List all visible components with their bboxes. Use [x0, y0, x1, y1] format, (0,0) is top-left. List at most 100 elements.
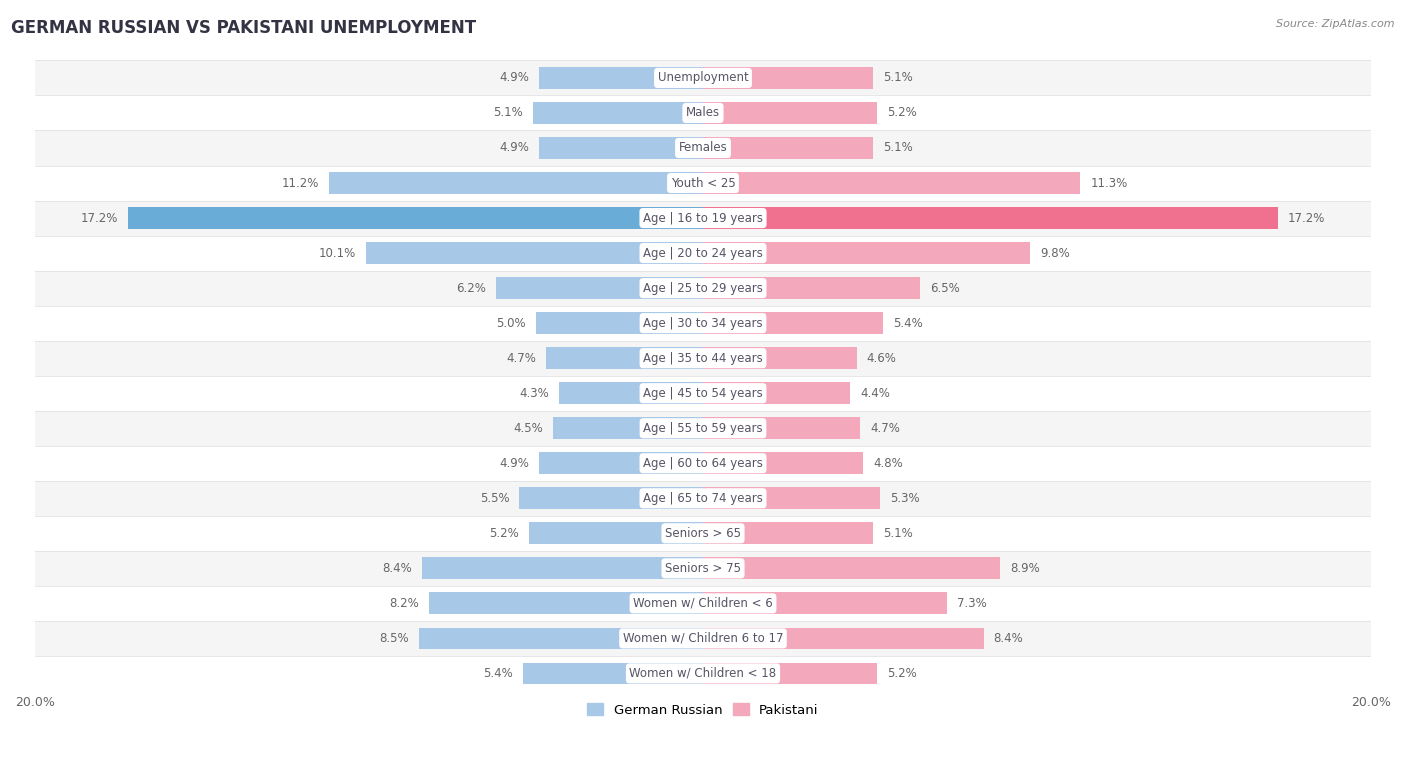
Text: 5.1%: 5.1% [883, 142, 912, 154]
Text: Source: ZipAtlas.com: Source: ZipAtlas.com [1277, 19, 1395, 29]
Text: 4.9%: 4.9% [499, 142, 529, 154]
Text: 8.4%: 8.4% [994, 632, 1024, 645]
Text: 5.1%: 5.1% [883, 71, 912, 85]
Bar [35, 201, 1371, 235]
Text: 4.7%: 4.7% [506, 352, 536, 365]
Text: Age | 65 to 74 years: Age | 65 to 74 years [643, 492, 763, 505]
Bar [703, 67, 873, 89]
Text: 4.9%: 4.9% [499, 456, 529, 470]
Bar [429, 593, 703, 614]
Text: Age | 45 to 54 years: Age | 45 to 54 years [643, 387, 763, 400]
Text: 5.2%: 5.2% [489, 527, 519, 540]
Bar [35, 621, 1371, 656]
Bar [35, 235, 1371, 270]
Text: 9.8%: 9.8% [1040, 247, 1070, 260]
Text: Seniors > 65: Seniors > 65 [665, 527, 741, 540]
Text: Seniors > 75: Seniors > 75 [665, 562, 741, 575]
Bar [128, 207, 703, 229]
Bar [540, 137, 703, 159]
Bar [35, 551, 1371, 586]
Text: Age | 30 to 34 years: Age | 30 to 34 years [643, 316, 763, 329]
Bar [366, 242, 703, 264]
Text: 4.6%: 4.6% [866, 352, 897, 365]
Text: Age | 16 to 19 years: Age | 16 to 19 years [643, 211, 763, 225]
Bar [35, 95, 1371, 130]
Text: 5.4%: 5.4% [482, 667, 513, 680]
Text: 10.1%: 10.1% [318, 247, 356, 260]
Text: 5.4%: 5.4% [893, 316, 924, 329]
Bar [523, 662, 703, 684]
Bar [703, 382, 851, 404]
Bar [329, 172, 703, 194]
Text: Age | 25 to 29 years: Age | 25 to 29 years [643, 282, 763, 294]
Text: Age | 60 to 64 years: Age | 60 to 64 years [643, 456, 763, 470]
Bar [533, 102, 703, 124]
Text: Women w/ Children 6 to 17: Women w/ Children 6 to 17 [623, 632, 783, 645]
Text: 17.2%: 17.2% [82, 211, 118, 225]
Text: 4.9%: 4.9% [499, 71, 529, 85]
Bar [35, 375, 1371, 411]
Bar [35, 130, 1371, 166]
Bar [703, 557, 1000, 579]
Text: 8.5%: 8.5% [380, 632, 409, 645]
Text: 8.4%: 8.4% [382, 562, 412, 575]
Text: 5.1%: 5.1% [494, 107, 523, 120]
Bar [35, 306, 1371, 341]
Text: Males: Males [686, 107, 720, 120]
Bar [35, 411, 1371, 446]
Text: Age | 55 to 59 years: Age | 55 to 59 years [643, 422, 763, 435]
Bar [703, 628, 984, 650]
Bar [703, 488, 880, 509]
Bar [703, 242, 1031, 264]
Text: 8.9%: 8.9% [1011, 562, 1040, 575]
Bar [35, 166, 1371, 201]
Bar [703, 593, 946, 614]
Bar [422, 557, 703, 579]
Bar [703, 347, 856, 369]
Bar [540, 67, 703, 89]
Bar [703, 313, 883, 334]
Bar [703, 522, 873, 544]
Text: Women w/ Children < 6: Women w/ Children < 6 [633, 597, 773, 610]
Bar [35, 656, 1371, 691]
Text: Females: Females [679, 142, 727, 154]
Text: 5.3%: 5.3% [890, 492, 920, 505]
Text: 17.2%: 17.2% [1288, 211, 1324, 225]
Bar [703, 453, 863, 474]
Legend: German Russian, Pakistani: German Russian, Pakistani [582, 698, 824, 722]
Bar [536, 313, 703, 334]
Bar [35, 341, 1371, 375]
Bar [703, 137, 873, 159]
Bar [703, 172, 1080, 194]
Text: 4.5%: 4.5% [513, 422, 543, 435]
Bar [703, 417, 860, 439]
Text: 5.2%: 5.2% [887, 667, 917, 680]
Bar [519, 488, 703, 509]
Bar [703, 102, 877, 124]
Bar [560, 382, 703, 404]
Text: 5.2%: 5.2% [887, 107, 917, 120]
Text: 4.7%: 4.7% [870, 422, 900, 435]
Text: 5.1%: 5.1% [883, 527, 912, 540]
Text: 11.2%: 11.2% [281, 176, 319, 189]
Bar [419, 628, 703, 650]
Bar [35, 61, 1371, 95]
Bar [703, 277, 920, 299]
Bar [35, 270, 1371, 306]
Text: 4.8%: 4.8% [873, 456, 903, 470]
Text: 5.5%: 5.5% [479, 492, 509, 505]
Text: 6.5%: 6.5% [931, 282, 960, 294]
Bar [35, 586, 1371, 621]
Text: 4.4%: 4.4% [860, 387, 890, 400]
Bar [35, 446, 1371, 481]
Text: 8.2%: 8.2% [389, 597, 419, 610]
Bar [540, 453, 703, 474]
Text: Women w/ Children < 18: Women w/ Children < 18 [630, 667, 776, 680]
Text: 6.2%: 6.2% [456, 282, 486, 294]
Bar [529, 522, 703, 544]
Text: Age | 35 to 44 years: Age | 35 to 44 years [643, 352, 763, 365]
Bar [553, 417, 703, 439]
Text: 7.3%: 7.3% [957, 597, 987, 610]
Text: Youth < 25: Youth < 25 [671, 176, 735, 189]
Bar [496, 277, 703, 299]
